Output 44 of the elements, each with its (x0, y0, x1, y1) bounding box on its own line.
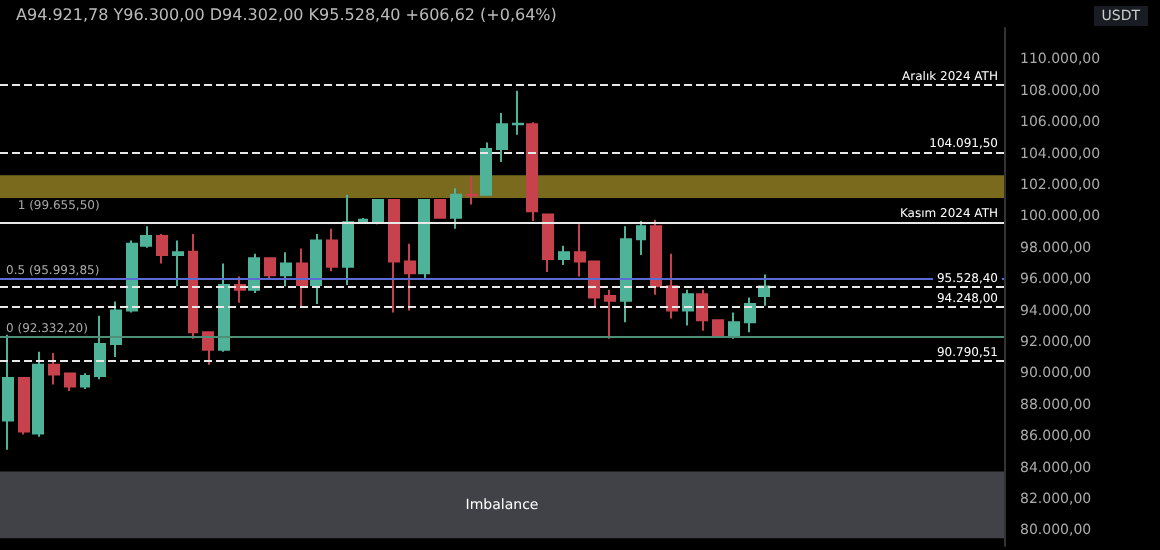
candlestick (80, 372, 90, 391)
candlestick (418, 199, 430, 281)
candlestick (310, 233, 322, 306)
candlestick (202, 331, 214, 366)
candlestick (18, 377, 30, 436)
candlestick (358, 216, 368, 224)
candlestick (434, 199, 446, 219)
candlestick (712, 319, 724, 339)
chart-subtitle: A94.921,78 Y96.300,00 D94.302,00 K95.528,40 +606,62 (+0,64%) (16, 6, 557, 24)
candlestick (342, 193, 354, 287)
candlestick (558, 244, 570, 267)
candlestick (64, 372, 76, 392)
candlestick (156, 233, 168, 265)
candlestick (744, 296, 756, 334)
candlestick (650, 218, 662, 296)
candlestick (296, 247, 308, 309)
candlestick (512, 89, 524, 136)
candlestick (372, 199, 384, 226)
candlestick (32, 350, 44, 438)
candlestick (542, 213, 554, 273)
candlestick (326, 227, 338, 273)
candlestick (636, 219, 646, 256)
candlestick (666, 252, 678, 320)
candlestick (172, 239, 184, 288)
candlestick (450, 187, 462, 230)
candlestick (682, 288, 694, 327)
candlestick (526, 121, 538, 222)
candlestick (604, 288, 616, 340)
candlestick (696, 288, 708, 332)
candlestick (48, 352, 60, 386)
candlestick (264, 257, 276, 281)
candlestick (280, 251, 292, 288)
candlestick (218, 262, 230, 353)
candlestick (480, 141, 492, 196)
candlestick (94, 314, 106, 381)
candlestick (758, 273, 770, 307)
candlestick (466, 175, 478, 206)
candlestick (620, 225, 632, 324)
candlestick (404, 242, 416, 312)
candlestick (496, 112, 508, 164)
candlestick (188, 233, 198, 340)
candlestick (110, 300, 122, 359)
candlestick (728, 311, 740, 340)
candlestick (388, 199, 400, 314)
